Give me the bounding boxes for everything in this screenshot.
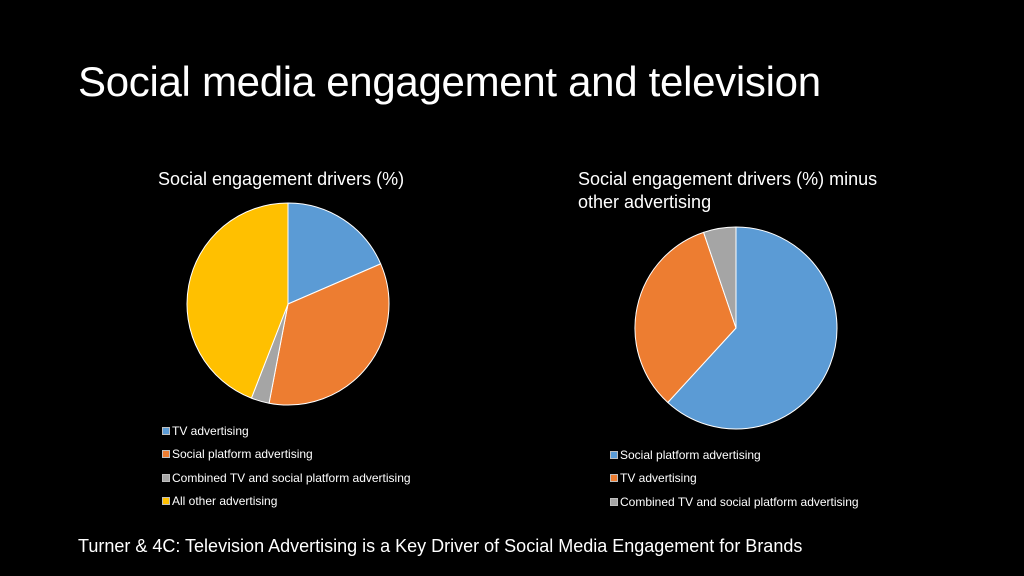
chart-2-legend: Social platform advertising TV advertisin… xyxy=(610,443,859,514)
legend-swatch xyxy=(162,426,170,435)
chart-2-pie xyxy=(634,226,838,430)
legend-label: Combined TV and social platform advertis… xyxy=(620,494,859,509)
chart-1-slice-all-other-advertising xyxy=(186,202,289,399)
legend-label: All other advertising xyxy=(172,494,278,509)
chart-1-slice-tv-advertising xyxy=(287,202,382,305)
legend-swatch xyxy=(610,497,618,506)
chart-2-legend-item: TV advertising xyxy=(610,467,859,491)
legend-swatch xyxy=(162,497,170,506)
legend-label: Social platform advertising xyxy=(620,447,761,462)
legend-swatch xyxy=(610,474,618,483)
chart-2-slice-social-platform-advertising xyxy=(667,226,838,430)
chart-1-legend: TV advertising Social platform advertisin… xyxy=(162,419,411,513)
legend-label: TV advertising xyxy=(620,471,697,486)
chart-2-legend-item: Combined TV and social platform advertis… xyxy=(610,490,859,514)
legend-swatch xyxy=(162,450,170,459)
chart-2-legend-item: Social platform advertising xyxy=(610,443,859,467)
chart-2-slice-tv-advertising xyxy=(634,231,737,403)
chart-2-slice-combined-tv-and-social-platform-advertising xyxy=(703,226,737,329)
legend-label: Social platform advertising xyxy=(172,447,313,462)
legend-label: TV advertising xyxy=(172,423,249,438)
chart-1-legend-item: Combined TV and social platform advertis… xyxy=(162,466,411,490)
chart-1-pie xyxy=(186,202,390,406)
slide-title: Social media engagement and television xyxy=(78,58,821,105)
legend-label: Combined TV and social platform advertis… xyxy=(172,470,411,485)
chart-1-legend-item: TV advertising xyxy=(162,419,411,443)
chart-1-legend-item: All other advertising xyxy=(162,490,411,514)
source-citation: Turner & 4C: Television Advertising is a… xyxy=(78,536,803,556)
chart-1-title: Social engagement drivers (%) xyxy=(158,169,405,189)
chart-2-title: Social engagement drivers (%) minus othe… xyxy=(578,169,878,212)
chart-1-slice-social-platform-advertising xyxy=(268,263,390,406)
legend-swatch xyxy=(610,450,618,459)
chart-1-legend-item: Social platform advertising xyxy=(162,443,411,467)
legend-swatch xyxy=(162,473,170,482)
